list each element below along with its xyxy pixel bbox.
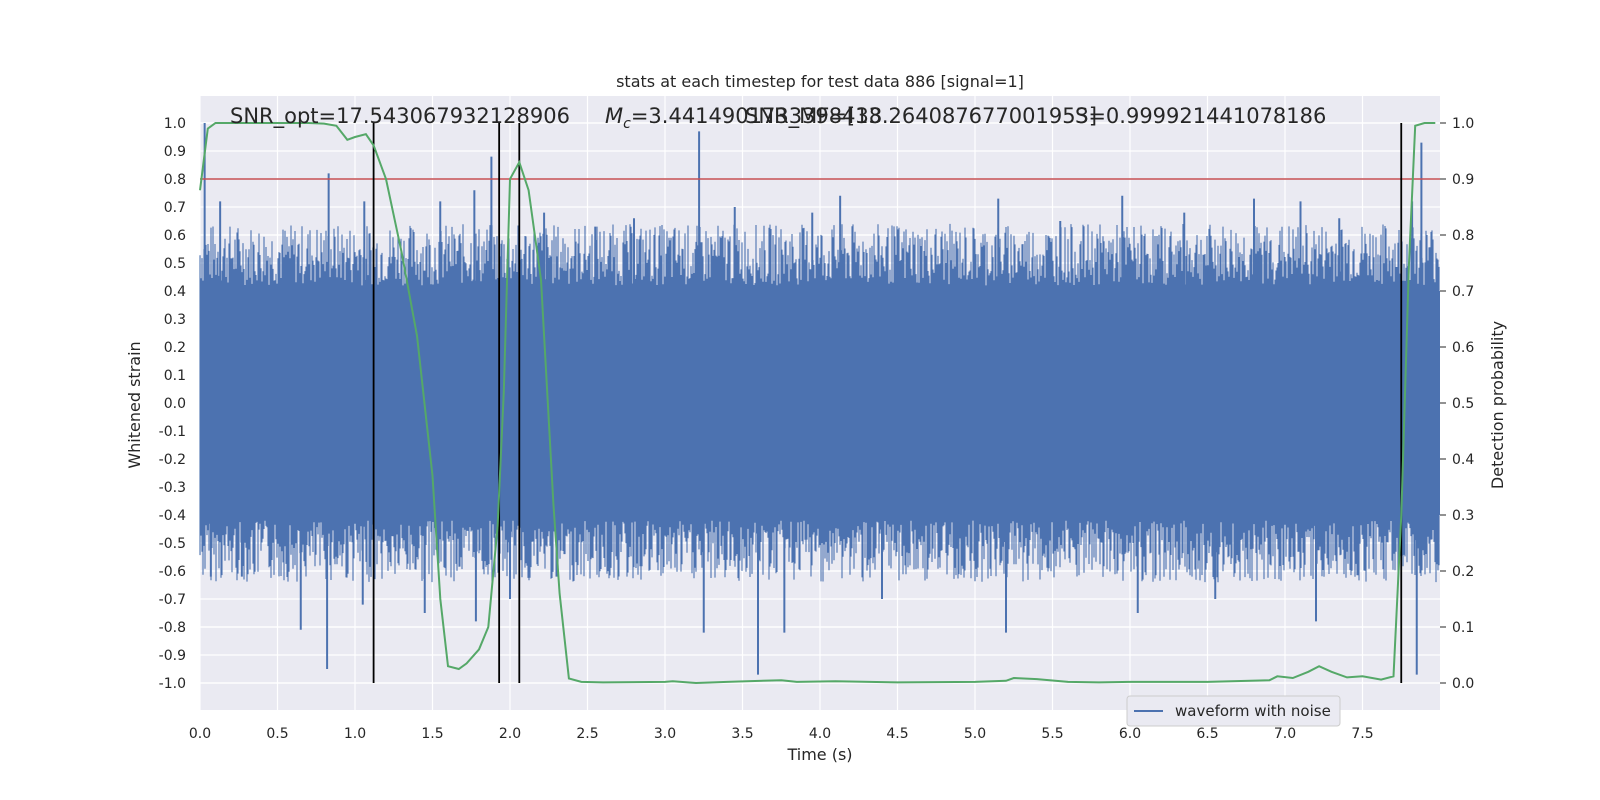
x-tick-label: 0.0 <box>189 726 211 742</box>
x-tick-label: 6.5 <box>1196 726 1218 742</box>
mc-subscript: c <box>623 116 631 132</box>
x-tick-label: 6.0 <box>1119 726 1141 742</box>
y-tick-label: 0.3 <box>164 312 186 328</box>
right-y-tick-label: 1.0 <box>1452 116 1474 132</box>
x-axis-label: Time (s) <box>786 745 852 764</box>
legend-label: waveform with noise <box>1175 702 1331 720</box>
y-tick-label: -0.8 <box>159 620 186 636</box>
y-tick-label: -0.4 <box>159 508 186 524</box>
chart-title: stats at each timestep for test data 886… <box>616 72 1024 91</box>
y-tick-label: 0.9 <box>164 144 186 160</box>
right-y-tick-label: 0.0 <box>1452 676 1474 692</box>
vertical-markers <box>372 123 1403 683</box>
y-tick-label: 0.4 <box>164 284 186 300</box>
y-tick-labels: -1.0 -0.9 -0.8 -0.7 -0.6 -0.5 -0.4 -0.3 -0.2 -0.1… <box>159 116 186 692</box>
y-tick-label: -0.2 <box>159 452 186 468</box>
x-tick-label: 3.0 <box>654 726 676 742</box>
x-tick-label: 5.0 <box>964 726 986 742</box>
snr-mf-annotation: SNR_MF=[13.264087677001953] <box>745 104 1097 129</box>
x-tick-label: 1.0 <box>344 726 366 742</box>
x-tick-label: 1.5 <box>421 726 443 742</box>
y-tick-label: 0.2 <box>164 340 186 356</box>
waveform-spikes <box>203 123 1423 675</box>
x-tick-label: 7.0 <box>1274 726 1296 742</box>
right-y-tick-labels: 0.0 0.1 0.2 0.3 0.4 0.5 0.6 0.7 0.8 0.9 1.0 <box>1440 116 1474 692</box>
s-annotation: S=0.999921441078186 <box>1075 104 1326 128</box>
right-y-tick-label: 0.4 <box>1452 452 1474 468</box>
x-tick-label: 3.5 <box>731 726 753 742</box>
y-tick-label: -0.1 <box>159 424 186 440</box>
x-tick-label: 2.5 <box>576 726 598 742</box>
mc-value: =3.4414901733398438 <box>631 104 882 128</box>
y-tick-label: -0.6 <box>159 564 186 580</box>
mc-symbol: M <box>605 104 623 128</box>
y-tick-label: -0.7 <box>159 592 186 608</box>
right-y-tick-label: 0.8 <box>1452 228 1474 244</box>
y-tick-label: 1.0 <box>164 116 186 132</box>
x-tick-label: 5.5 <box>1041 726 1063 742</box>
y-tick-label: -0.3 <box>159 480 186 496</box>
y-tick-label: 0.5 <box>164 256 186 272</box>
right-y-axis-label: Detection probability <box>1488 321 1507 489</box>
x-tick-label: 0.5 <box>266 726 288 742</box>
y-tick-label: -1.0 <box>159 676 186 692</box>
legend-box <box>1126 695 1341 727</box>
x-tick-label: 4.5 <box>886 726 908 742</box>
mc-annotation: Mc=3.4414901733398438 <box>605 104 882 132</box>
right-y-tick-label: 0.9 <box>1452 172 1474 188</box>
right-y-tick-label: 0.3 <box>1452 508 1474 524</box>
x-tick-label: 4.0 <box>809 726 831 742</box>
y-tick-label: -0.9 <box>159 648 186 664</box>
y-tick-label: 0.1 <box>164 368 186 384</box>
right-y-tick-label: 0.1 <box>1452 620 1474 636</box>
x-tick-label: 7.5 <box>1351 726 1373 742</box>
y-tick-label: 0.7 <box>164 200 186 216</box>
y-tick-label: 0.6 <box>164 228 186 244</box>
y-axis-label: Whitened strain <box>125 341 144 468</box>
right-y-tick-label: 0.7 <box>1452 284 1474 300</box>
right-y-tick-label: 0.2 <box>1452 564 1474 580</box>
x-tick-labels: 0.0 0.5 1.0 1.5 2.0 2.5 3.0 3.5 4.0 4.5 5.0 5.5 6.0 6… <box>189 726 1374 742</box>
detection-probability-line <box>199 122 1436 685</box>
y-tick-label: -0.5 <box>159 536 186 552</box>
x-tick-label: 2.0 <box>499 726 521 742</box>
y-tick-label: 0.0 <box>164 396 186 412</box>
right-y-tick-label: 0.6 <box>1452 340 1474 356</box>
snr-opt-annotation: SNR_opt=17.543067932128906 <box>230 104 570 129</box>
waveform-series <box>199 223 1440 583</box>
y-tick-label: 0.8 <box>164 172 186 188</box>
right-y-tick-label: 0.5 <box>1452 396 1474 412</box>
legend: waveform with noise <box>1126 695 1341 727</box>
